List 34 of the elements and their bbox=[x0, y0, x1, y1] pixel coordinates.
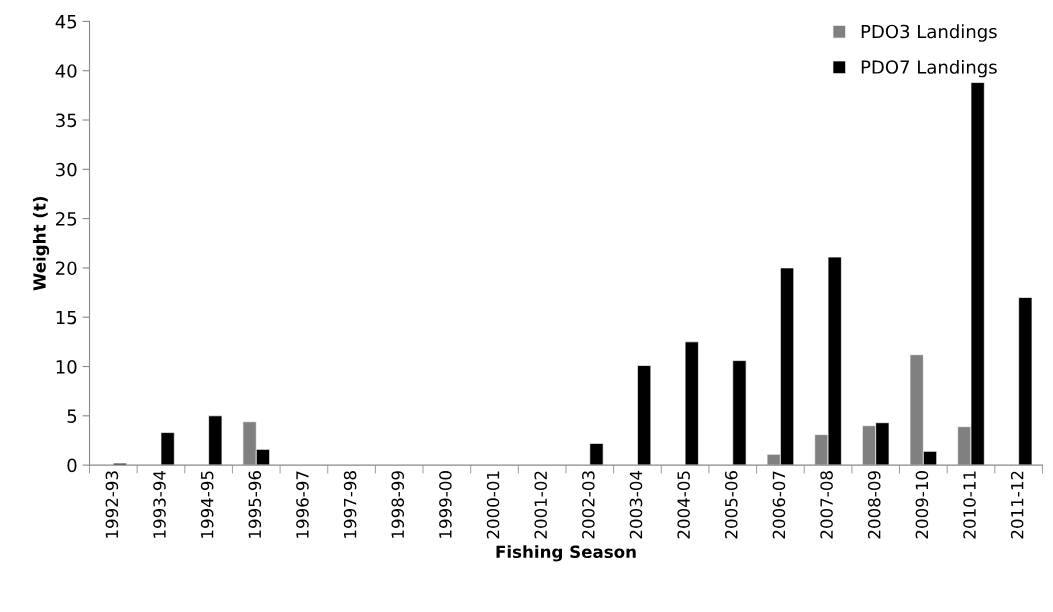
y-tick-label: 20 bbox=[56, 261, 77, 276]
x-tick-label: 2001-02 bbox=[534, 471, 547, 539]
y-tick-label: 40 bbox=[55, 64, 77, 78]
x-axis-title: Fishing Season bbox=[496, 545, 636, 562]
y-tick-label: 30 bbox=[56, 162, 77, 177]
x-tick-label: 2010-11 bbox=[963, 471, 976, 539]
legend-label: PDO3 Landings bbox=[861, 24, 997, 42]
x-tick-label: 1999-00 bbox=[439, 471, 452, 538]
x-tick-label: 2004-05 bbox=[677, 471, 690, 539]
x-tick-label: 2007-08 bbox=[820, 471, 833, 539]
x-tick-label: 1998-99 bbox=[391, 471, 405, 538]
x-tick-label: 1994-95 bbox=[200, 471, 214, 538]
x-tick-label: 2005-06 bbox=[724, 471, 738, 539]
x-tick-label: 1995-96 bbox=[248, 471, 262, 538]
y-tick-label: 0 bbox=[67, 458, 77, 473]
y-tick-label: 35 bbox=[56, 113, 77, 128]
y-tick-label: 25 bbox=[56, 212, 77, 226]
x-tick-label: 1996-97 bbox=[296, 471, 309, 538]
y-tick-label: 15 bbox=[56, 310, 77, 325]
y-tick-label: 5 bbox=[67, 409, 77, 423]
legend-label: PDO7 Landings bbox=[861, 59, 997, 78]
x-tick-label: 2003-04 bbox=[629, 470, 643, 539]
x-tick-label: 2002-03 bbox=[582, 471, 595, 539]
x-tick-label: 2011-12 bbox=[1010, 471, 1024, 539]
y-tick-label: 45 bbox=[55, 15, 77, 29]
x-tick-label: 2008-09 bbox=[867, 471, 881, 539]
x-tick-label: 1993-94 bbox=[153, 470, 166, 538]
x-tick-label: 2000-01 bbox=[486, 471, 500, 539]
y-tick-label: 10 bbox=[56, 359, 77, 374]
x-tick-label: 1997-98 bbox=[343, 471, 357, 538]
y-axis-title: Weight (t) bbox=[32, 196, 50, 291]
x-tick-label: 2006-07 bbox=[772, 471, 786, 539]
x-tick-label: 1992-93 bbox=[105, 471, 119, 538]
x-tick-label: 2009-10 bbox=[915, 471, 929, 539]
